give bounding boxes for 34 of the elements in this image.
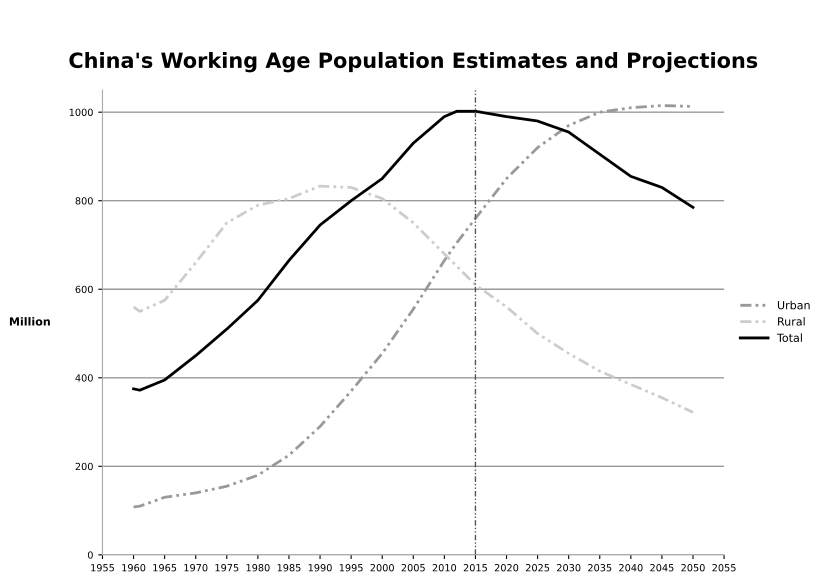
x-tick-label: 2015 [464,564,487,572]
x-tick-label: 1970 [184,564,208,572]
legend-label: Urban [778,300,810,310]
x-tick-label: 1960 [122,564,146,572]
legend-label: Rural [778,317,805,326]
y-tick-label: 600 [76,286,93,294]
x-tick-label: 2025 [526,564,550,572]
x-tick-label: 1975 [215,564,238,572]
line-series [132,184,694,414]
x-tick-label: 1985 [278,564,300,572]
x-tick-label: 2055 [712,564,736,572]
x-tick-label: 2040 [619,564,643,572]
x-tick-label: 2050 [681,564,705,572]
legend-label: Total [776,333,802,342]
y-axis-title: Million [10,317,50,326]
y-tick-label: 200 [76,462,93,470]
x-tick-label: 1990 [308,564,332,572]
x-tick-label: 2030 [557,564,580,572]
x-tick-label: 2035 [588,564,612,572]
y-tick-label: 1000 [70,108,93,116]
x-tick-label: 1980 [246,564,270,572]
x-tick-label: 2045 [650,564,674,572]
x-tick-label: 2000 [370,564,394,572]
chart-title: China's Working Age Population Estimates and Projections [69,52,758,72]
x-tick-label: 2020 [494,564,518,572]
x-tick-label: 2005 [402,564,425,572]
x-tick-label: 1965 [153,564,176,572]
y-tick-label: 400 [75,374,93,382]
y-tick-label: 0 [88,551,93,559]
y-tick-label: 800 [76,197,93,205]
x-tick-label: 1995 [340,564,363,572]
x-tick-label: 2010 [432,564,456,572]
x-tick-label: 1955 [91,564,114,572]
line-series [132,110,694,392]
